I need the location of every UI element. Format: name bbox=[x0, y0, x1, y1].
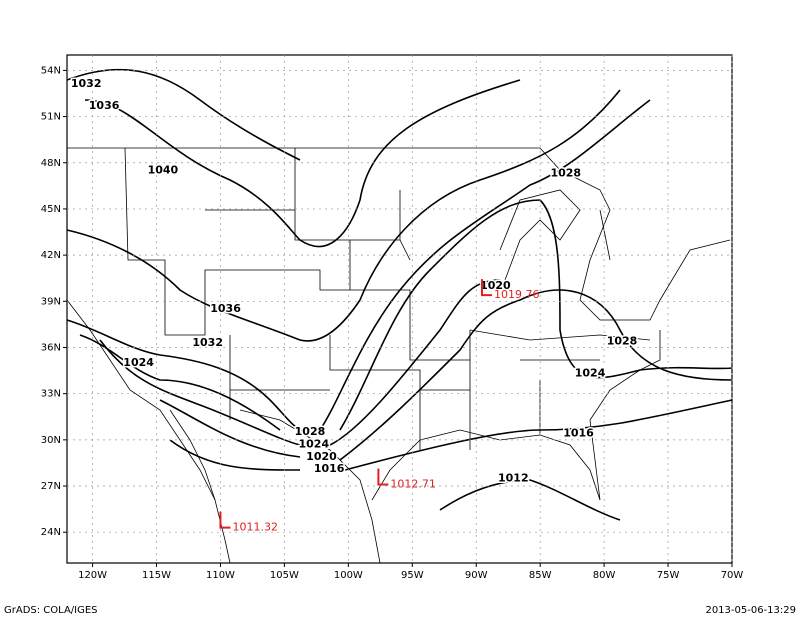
x-tick-label: 110W bbox=[206, 570, 235, 581]
contour-label: 1024 bbox=[575, 367, 606, 380]
contour-label: 1024 bbox=[299, 437, 330, 450]
y-tick-label: 48N bbox=[41, 158, 61, 169]
x-tick-label: 70W bbox=[721, 570, 744, 581]
x-tick-label: 95W bbox=[401, 570, 424, 581]
contour-label: 1032 bbox=[192, 336, 223, 349]
contour-label: 1016 bbox=[563, 427, 594, 440]
station-marker bbox=[480, 279, 492, 297]
y-tick-label: 33N bbox=[41, 389, 61, 400]
x-tick-label: 80W bbox=[593, 570, 616, 581]
x-tick-label: 75W bbox=[657, 570, 680, 581]
y-tick-label: 51N bbox=[41, 112, 61, 123]
contour-label: 1020 bbox=[480, 279, 511, 292]
footer-right: 2013-05-06-13:29 bbox=[705, 605, 796, 616]
contour-label: 1016 bbox=[314, 462, 345, 475]
x-tick-label: 120W bbox=[78, 570, 107, 581]
station-value: 1019.76 bbox=[494, 288, 540, 301]
station-value: 1012.71 bbox=[390, 477, 436, 490]
y-tick-label: 27N bbox=[41, 481, 61, 492]
contours bbox=[66, 68, 733, 521]
x-tick-label: 105W bbox=[270, 570, 299, 581]
x-tick-label: 90W bbox=[465, 570, 488, 581]
footer-left: GrADS: COLA/IGES bbox=[4, 605, 98, 616]
contour-label: 1040 bbox=[148, 163, 179, 176]
y-tick-label: 36N bbox=[41, 342, 61, 353]
y-tick-label: 45N bbox=[41, 204, 61, 215]
y-tick-label: 39N bbox=[41, 296, 61, 307]
y-tick-label: 54N bbox=[41, 65, 61, 76]
y-tick-label: 24N bbox=[41, 527, 61, 538]
contour-label: 1028 bbox=[550, 167, 581, 180]
y-tick-label: 42N bbox=[41, 250, 61, 261]
x-tick-label: 85W bbox=[529, 570, 552, 581]
contour-label: 1036 bbox=[89, 99, 120, 112]
contour-label: 1028 bbox=[295, 425, 326, 438]
x-tick-label: 115W bbox=[142, 570, 171, 581]
contour-label: 1020 bbox=[306, 450, 337, 463]
contour-label: 1036 bbox=[210, 302, 241, 315]
contour-label: 1012 bbox=[498, 471, 529, 484]
station-value: 1011.32 bbox=[232, 521, 278, 534]
station-marker bbox=[377, 468, 389, 486]
station-marker bbox=[219, 511, 231, 529]
x-tick-label: 100W bbox=[334, 570, 363, 581]
contour-label: 1024 bbox=[123, 356, 154, 369]
contour-label: 1028 bbox=[607, 334, 638, 347]
contour-label: 1032 bbox=[71, 77, 102, 90]
y-tick-label: 30N bbox=[41, 435, 61, 446]
